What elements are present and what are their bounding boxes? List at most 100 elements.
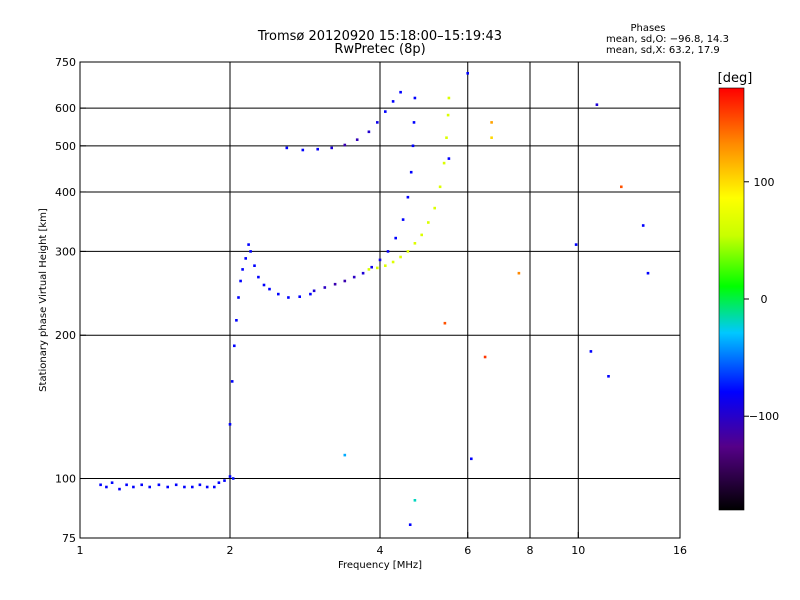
data-point — [466, 72, 469, 75]
y-tick-label: 400 — [55, 186, 76, 199]
data-point — [148, 485, 151, 489]
data-point — [235, 319, 238, 322]
y-tick-label: 500 — [55, 140, 76, 153]
data-point — [433, 206, 436, 210]
data-point — [257, 275, 260, 279]
data-point — [376, 121, 379, 124]
x-tick-label: 6 — [464, 544, 471, 557]
stats-x-mode: mean, sd,X: 63.2, 17.9 — [606, 45, 720, 56]
x-tick-label: 16 — [673, 544, 687, 557]
x-tick-label: 1 — [77, 544, 84, 557]
data-point — [399, 90, 402, 94]
x-tick-label: 2 — [227, 544, 234, 557]
data-point — [301, 148, 305, 152]
data-point — [438, 185, 442, 189]
data-point — [230, 380, 234, 383]
data-point — [386, 250, 390, 253]
data-point — [343, 453, 347, 457]
data-point — [411, 144, 415, 148]
y-tick-label: 600 — [55, 102, 76, 115]
data-point — [228, 475, 232, 478]
data-point — [646, 271, 650, 275]
data-point — [118, 487, 121, 491]
data-point — [247, 243, 250, 246]
colorbar-label: [deg] — [718, 71, 753, 86]
data-point — [244, 257, 247, 260]
data-point — [228, 423, 232, 426]
data-point — [205, 485, 209, 489]
data-point — [574, 243, 578, 246]
colorbar-tick-label: 0 — [761, 293, 768, 306]
data-point — [406, 195, 410, 199]
y-tick-label: 200 — [55, 329, 76, 342]
data-point — [312, 289, 316, 293]
x-axis-label: Frequency [MHz] — [338, 560, 422, 571]
data-point — [253, 264, 256, 267]
data-point — [241, 268, 244, 271]
data-point — [391, 100, 395, 103]
data-point — [132, 485, 135, 489]
data-point — [316, 147, 319, 151]
data-point — [391, 260, 395, 264]
data-point — [376, 266, 379, 270]
data-point — [110, 481, 114, 484]
data-point — [517, 271, 521, 275]
data-point — [268, 287, 271, 291]
data-point — [352, 275, 356, 279]
data-point — [412, 121, 416, 124]
y-tick-label: 100 — [55, 473, 76, 486]
data-point — [447, 96, 451, 100]
colorbar — [718, 87, 745, 511]
data-point — [343, 279, 347, 283]
data-point — [217, 481, 221, 484]
data-point — [384, 110, 387, 113]
data-point — [99, 483, 102, 487]
data-point — [470, 457, 473, 461]
data-point — [213, 485, 216, 489]
data-point — [323, 286, 327, 289]
colorbar-ticks: 100 0 −100 — [744, 176, 779, 423]
data-point — [378, 258, 382, 262]
y-tick-label: 300 — [55, 245, 76, 258]
data-point — [355, 138, 359, 141]
data-point — [413, 96, 417, 100]
stats-heading: Phases — [630, 23, 665, 34]
data-point — [233, 344, 236, 348]
data-point — [420, 233, 423, 237]
data-point — [483, 355, 487, 359]
data-point — [166, 485, 169, 489]
data-point — [370, 265, 373, 269]
data-point — [361, 271, 365, 275]
gridlines — [80, 62, 680, 538]
data-point — [384, 264, 387, 267]
y-tick-label: 750 — [55, 56, 76, 69]
colorbar-tick-label: 100 — [754, 176, 775, 189]
data-point — [443, 321, 447, 325]
data-point — [589, 350, 593, 353]
data-point — [298, 295, 301, 298]
data-point — [140, 483, 143, 487]
data-point — [287, 296, 290, 299]
data-points — [99, 72, 650, 526]
x-tick-label: 8 — [527, 544, 534, 557]
data-point — [343, 143, 347, 147]
chart-subtitle: RwPretec (8p) — [334, 42, 425, 57]
data-point — [442, 161, 446, 165]
data-point — [367, 130, 371, 134]
data-point — [413, 242, 417, 245]
x-tick-label: 4 — [377, 544, 384, 557]
x-axis: 1 2 4 6 8 10 16 — [77, 532, 687, 557]
data-point — [446, 113, 450, 117]
data-point — [223, 479, 226, 482]
data-point — [333, 282, 337, 286]
data-point — [249, 250, 252, 253]
colorbar-tick-label: −100 — [749, 410, 779, 423]
data-point — [408, 523, 412, 526]
data-point — [447, 157, 451, 160]
data-point — [174, 483, 178, 487]
data-point — [620, 185, 623, 189]
data-point — [191, 485, 194, 489]
data-point — [198, 483, 202, 487]
stats-o-mode: mean, sd,O: −96.8, 14.3 — [606, 34, 729, 45]
